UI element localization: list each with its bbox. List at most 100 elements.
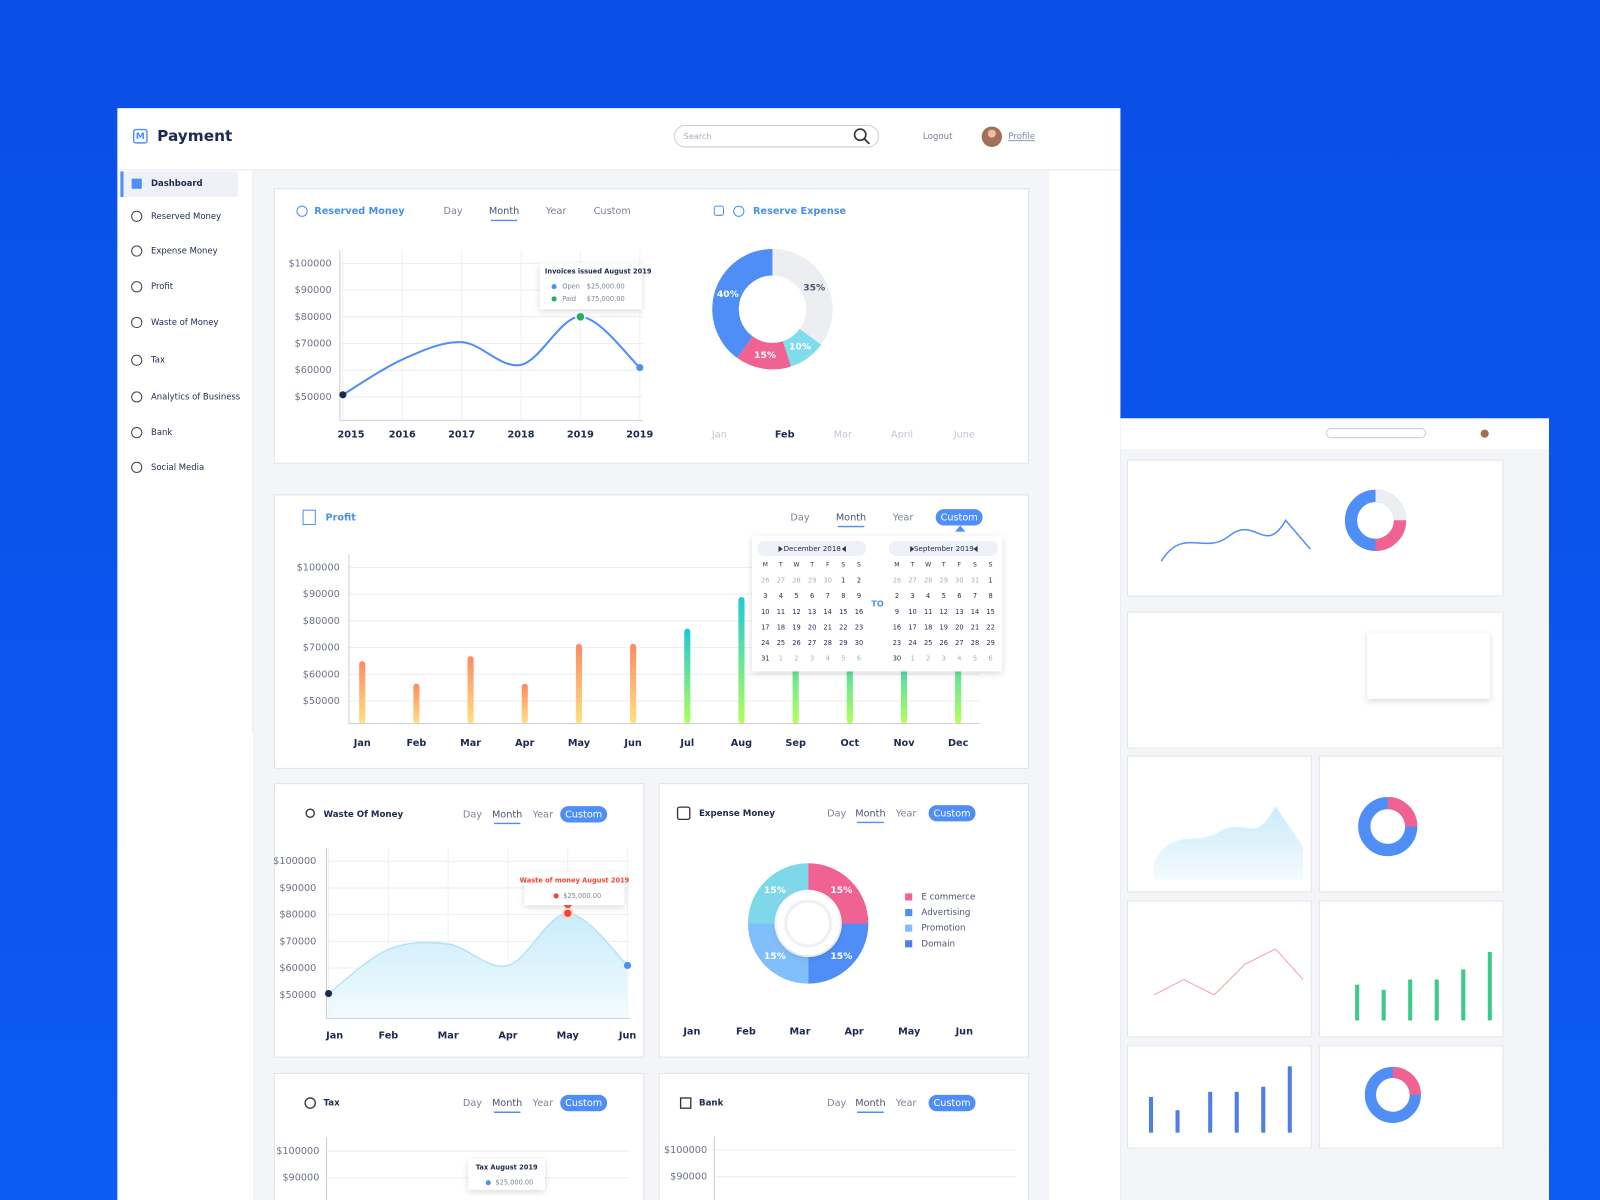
calendar-day[interactable]: 31 xyxy=(761,655,769,663)
calendar-day[interactable]: 2 xyxy=(794,655,798,663)
calendar-day[interactable]: 24 xyxy=(761,639,769,647)
tab[interactable]: Year xyxy=(532,1098,554,1109)
calendar-day[interactable]: 29 xyxy=(839,639,847,647)
calendar-day[interactable]: 8 xyxy=(989,592,993,600)
calendar-day[interactable]: 25 xyxy=(777,639,785,647)
menu-item[interactable]: Social Media xyxy=(151,462,204,472)
menu-item[interactable]: Analytics of Business xyxy=(151,391,240,401)
custom-pill[interactable] xyxy=(928,805,976,822)
custom-pill[interactable] xyxy=(928,1094,976,1112)
calendar-day[interactable]: 4 xyxy=(826,655,830,663)
calendar-day[interactable]: 3 xyxy=(763,592,767,600)
tab[interactable]: Day xyxy=(790,512,809,523)
calendar-day[interactable]: 5 xyxy=(942,592,946,600)
calendar-day[interactable]: 21 xyxy=(971,623,979,631)
calendar-day[interactable]: 4 xyxy=(779,592,783,600)
calendar-day[interactable]: 19 xyxy=(940,623,948,631)
tab[interactable]: Day xyxy=(827,808,846,819)
search-input[interactable]: Search xyxy=(684,131,712,141)
calendar-day[interactable]: 6 xyxy=(989,655,993,663)
calendar-day[interactable]: 15 xyxy=(986,608,994,616)
tab[interactable]: Month xyxy=(855,1098,885,1109)
tab[interactable]: Month xyxy=(489,206,519,217)
tab[interactable]: Year xyxy=(892,512,914,523)
calendar-day[interactable]: 23 xyxy=(855,623,863,631)
calendar-day[interactable]: 26 xyxy=(893,577,901,585)
calendar-day[interactable]: 15 xyxy=(839,608,847,616)
calendar-day[interactable]: 1 xyxy=(989,577,993,585)
calendar-day[interactable]: 28 xyxy=(792,577,800,585)
calendar-day[interactable]: 13 xyxy=(808,608,816,616)
calendar-day[interactable]: 20 xyxy=(808,623,816,631)
calendar-day[interactable]: 11 xyxy=(924,608,932,616)
tab[interactable]: Day xyxy=(463,1098,482,1109)
tab[interactable]: Custom xyxy=(933,808,970,819)
calendar-day[interactable]: 18 xyxy=(777,623,785,631)
calendar-day[interactable]: 17 xyxy=(761,623,769,631)
custom-pill[interactable] xyxy=(560,1094,608,1112)
calendar-day[interactable]: 16 xyxy=(893,623,901,631)
calendar-day[interactable]: 6 xyxy=(957,592,961,600)
calendar-day[interactable]: 1 xyxy=(841,577,845,585)
calendar-day[interactable]: 3 xyxy=(810,655,814,663)
tab[interactable]: Day xyxy=(827,1098,846,1109)
calendar-day[interactable]: 20 xyxy=(955,623,963,631)
tab[interactable]: Year xyxy=(895,808,917,819)
tab[interactable]: Month xyxy=(855,808,885,819)
tab[interactable]: Custom xyxy=(941,512,978,523)
calendar-day[interactable]: 13 xyxy=(955,608,963,616)
calendar-day[interactable]: 2 xyxy=(857,577,861,585)
menu-item[interactable]: Bank xyxy=(151,427,172,437)
calendar-day[interactable]: 27 xyxy=(777,577,785,585)
menu-item[interactable]: Reserved Money xyxy=(151,211,221,221)
tab[interactable]: Custom xyxy=(933,1098,970,1109)
menu-item[interactable]: Expense Money xyxy=(151,246,218,256)
menu-item[interactable]: Tax xyxy=(150,355,165,365)
calendar-day[interactable]: 5 xyxy=(841,655,845,663)
calendar-day[interactable]: 7 xyxy=(973,592,977,600)
prev-arrow[interactable] xyxy=(910,545,915,553)
calendar-day[interactable]: 14 xyxy=(824,608,832,616)
calendar-day[interactable]: 22 xyxy=(839,623,847,631)
calendar-day[interactable]: 26 xyxy=(761,577,769,585)
tab[interactable]: Year xyxy=(545,206,567,217)
calendar-day[interactable]: 25 xyxy=(924,639,932,647)
calendar-day[interactable]: 28 xyxy=(924,577,932,585)
calendar-day[interactable]: 3 xyxy=(942,655,946,663)
tab[interactable]: Month xyxy=(836,512,866,523)
calendar-day[interactable]: 10 xyxy=(908,608,916,616)
calendar-day[interactable]: 19 xyxy=(792,623,800,631)
calendar-day[interactable]: 12 xyxy=(792,608,800,616)
calendar-day[interactable]: 23 xyxy=(893,639,901,647)
calendar-day[interactable]: 28 xyxy=(824,639,832,647)
logout[interactable]: Logout xyxy=(923,132,953,142)
calendar-day[interactable]: 6 xyxy=(810,592,814,600)
calendar-day[interactable]: 9 xyxy=(895,608,899,616)
custom-pill[interactable] xyxy=(935,509,983,526)
calendar-day[interactable]: 6 xyxy=(857,655,861,663)
calendar-day[interactable]: 4 xyxy=(926,592,930,600)
tab[interactable]: Custom xyxy=(594,206,631,217)
calendar-day[interactable]: 30 xyxy=(893,655,901,663)
calendar-day[interactable]: 22 xyxy=(986,623,994,631)
calendar-day[interactable]: 30 xyxy=(955,577,963,585)
calendar-day[interactable]: 3 xyxy=(910,592,914,600)
tab[interactable]: Custom xyxy=(565,809,602,820)
calendar-day[interactable]: 27 xyxy=(955,639,963,647)
calendar-day[interactable]: 30 xyxy=(824,577,832,585)
calendar-day[interactable]: 5 xyxy=(973,655,977,663)
calendar-day[interactable]: 9 xyxy=(857,592,861,600)
calendar-day[interactable]: 17 xyxy=(908,623,916,631)
tab[interactable]: Month xyxy=(492,1098,522,1109)
calendar-day[interactable]: 8 xyxy=(841,592,845,600)
calendar-day[interactable]: 11 xyxy=(777,608,785,616)
calendar-day[interactable]: 2 xyxy=(895,592,899,600)
calendar-day[interactable]: 2 xyxy=(926,655,930,663)
profile-link[interactable]: Profile xyxy=(1008,132,1035,142)
next-arrow[interactable] xyxy=(973,545,978,553)
calendar-day[interactable]: 29 xyxy=(808,577,816,585)
calendar-day[interactable]: 21 xyxy=(824,623,832,631)
calendar-day[interactable]: 14 xyxy=(971,608,979,616)
next-arrow[interactable] xyxy=(841,545,846,553)
tab[interactable]: Year xyxy=(895,1098,917,1109)
